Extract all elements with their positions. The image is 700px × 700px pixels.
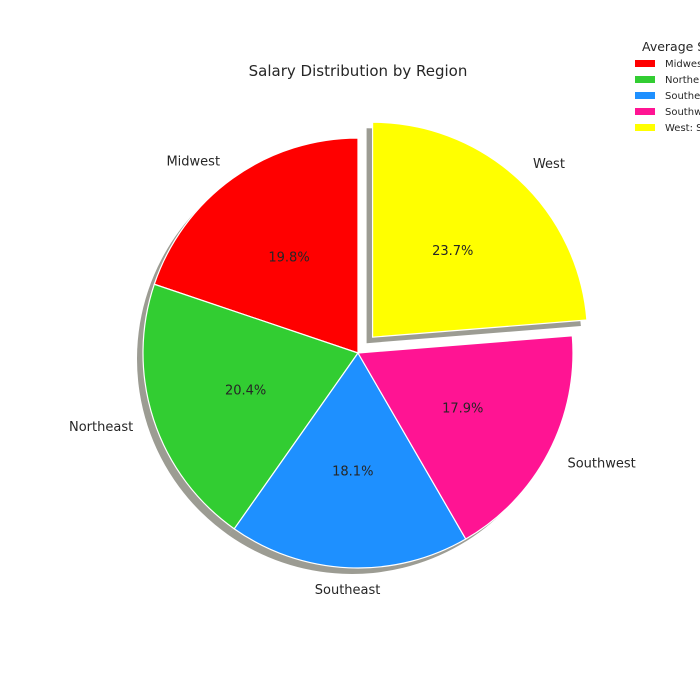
legend-label-west: West: S	[665, 123, 700, 134]
slice-southeast	[233, 352, 467, 569]
pie-slices	[142, 121, 588, 569]
legend-title: Average S	[642, 39, 700, 54]
category-label-northeast: Northeast	[69, 420, 133, 435]
pct-label-west: 23.7%	[432, 244, 473, 259]
legend-swatch-west	[635, 124, 655, 131]
category-label-southwest: Southwest	[567, 456, 635, 471]
pct-label-midwest: 19.8%	[268, 250, 309, 265]
chart-title: Salary Distribution by Region	[249, 62, 468, 80]
slice-west	[371, 121, 588, 338]
category-label-west: West	[533, 157, 565, 172]
legend-swatch-southwest	[635, 108, 655, 115]
legend-label-midwest: Midwes	[665, 59, 700, 70]
legend-swatch-northeast	[635, 76, 655, 83]
slice-midwest	[153, 137, 359, 354]
category-label-midwest: Midwest	[166, 154, 220, 169]
pct-label-southeast: 18.1%	[332, 465, 373, 480]
legend-items: Midwes Northe Southe Southw West: S	[635, 59, 700, 134]
pie-labels: Midwest 19.8% Northeast 20.4% Southeast 18.1%…	[69, 154, 636, 597]
legend-swatch-southeast	[635, 92, 655, 99]
legend: Average S Midwes Northe Southe Southw West: …	[635, 39, 700, 134]
legend-label-southeast: Southe	[665, 91, 700, 102]
legend-label-northeast: Northe	[665, 75, 699, 86]
pct-label-northeast: 20.4%	[225, 383, 266, 398]
category-label-southeast: Southeast	[315, 583, 381, 598]
legend-label-southwest: Southw	[665, 107, 700, 118]
legend-swatch-midwest	[635, 60, 655, 67]
slice-southwest	[357, 335, 574, 540]
slice-northeast	[142, 283, 359, 530]
pct-label-southwest: 17.9%	[442, 401, 483, 416]
